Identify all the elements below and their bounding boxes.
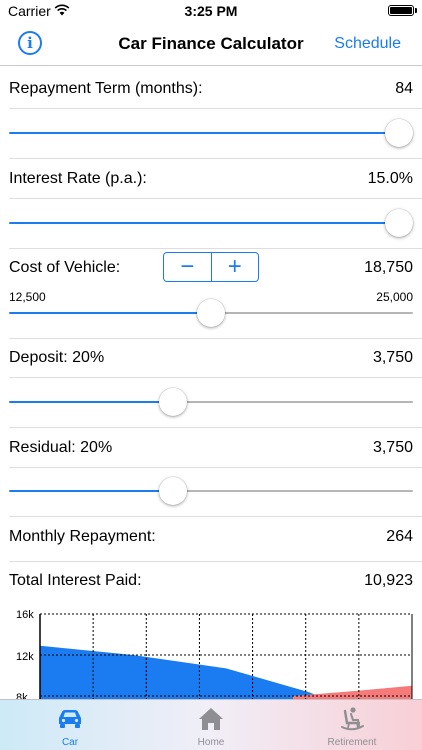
cost-range-min: 12,500 — [9, 290, 46, 304]
chart-canvas — [39, 613, 413, 700]
slider-max-track — [173, 490, 413, 492]
y-tick-label: 16k — [16, 609, 34, 621]
clock: 3:25 PM — [184, 3, 238, 19]
cost-range-max: 25,000 — [376, 290, 413, 304]
monthly-repayment-label: Monthly Repayment: — [9, 528, 156, 545]
balance-area — [40, 645, 319, 700]
slider-max-track — [173, 401, 413, 403]
divider — [9, 561, 422, 562]
decrement-button[interactable]: − — [164, 253, 212, 281]
deposit-value: 3,750 — [372, 349, 413, 366]
deposit-slider[interactable] — [9, 387, 413, 417]
divider — [9, 108, 422, 109]
divider — [9, 377, 422, 378]
cost-of-vehicle-value: 18,750 — [364, 259, 413, 276]
slider-min-track — [9, 401, 174, 403]
home-icon — [199, 708, 223, 730]
carrier-label: Carrier — [8, 3, 51, 19]
rocking-chair-icon — [341, 707, 364, 731]
total-interest-label: Total Interest Paid: — [9, 572, 142, 589]
slider-thumb[interactable] — [385, 209, 413, 237]
deposit-label: Deposit: 20% — [9, 349, 105, 366]
y-tick-label: 8k — [16, 692, 28, 700]
cost-stepper[interactable]: − + — [163, 252, 259, 282]
tab-label: Retirement — [327, 737, 377, 748]
slider-min-track — [9, 222, 399, 224]
info-button[interactable]: i — [18, 31, 42, 55]
monthly-repayment-value: 264 — [386, 528, 413, 545]
cost-of-vehicle-label: Cost of Vehicle: — [9, 259, 121, 276]
car-icon — [59, 710, 81, 728]
navigation-bar: i Car Finance Calculator Schedule — [0, 22, 422, 66]
residual-area — [292, 685, 412, 700]
residual-value: 3,750 — [372, 439, 413, 456]
status-bar: Carrier 3:25 PM — [0, 0, 422, 22]
tab-label: Car — [61, 737, 79, 748]
divider — [9, 248, 422, 249]
residual-slider[interactable] — [9, 476, 413, 506]
divider — [9, 427, 422, 428]
slider-min-track — [9, 312, 211, 314]
divider — [9, 198, 422, 199]
slider-min-track — [9, 132, 399, 134]
total-interest-value: 10,923 — [364, 572, 413, 589]
cost-of-vehicle-slider[interactable] — [9, 298, 413, 328]
schedule-button[interactable]: Schedule — [334, 35, 401, 52]
tab-car[interactable]: Car — [0, 700, 140, 750]
increment-button[interactable]: + — [227, 253, 242, 280]
slider-thumb[interactable] — [197, 299, 225, 327]
repayment-chart: 16k 12k 8k — [0, 604, 422, 700]
slider-thumb[interactable] — [159, 388, 188, 416]
divider — [9, 338, 422, 339]
repayment-term-value: 84 — [395, 80, 413, 97]
divider — [9, 158, 422, 159]
interest-rate-slider[interactable] — [9, 208, 413, 238]
battery-icon — [388, 5, 417, 16]
page-title: Car Finance Calculator — [118, 34, 304, 53]
divider — [9, 467, 422, 468]
residual-label: Residual: 20% — [9, 439, 113, 456]
slider-thumb[interactable] — [385, 119, 413, 147]
repayment-term-slider[interactable] — [9, 118, 413, 148]
tab-home[interactable]: Home — [141, 700, 281, 750]
tab-bar: Car Home Retirement — [0, 699, 422, 750]
interest-rate-value: 15.0% — [367, 170, 413, 187]
divider — [9, 516, 422, 517]
wifi-icon — [54, 4, 70, 16]
tab-label: Home — [197, 737, 225, 748]
slider-thumb[interactable] — [159, 477, 188, 505]
y-tick-label: 12k — [16, 651, 34, 663]
tab-retirement[interactable]: Retirement — [282, 700, 422, 750]
repayment-term-label: Repayment Term (months): — [9, 80, 203, 97]
slider-min-track — [9, 490, 174, 492]
slider-max-track — [211, 312, 413, 314]
interest-rate-label: Interest Rate (p.a.): — [9, 170, 147, 187]
